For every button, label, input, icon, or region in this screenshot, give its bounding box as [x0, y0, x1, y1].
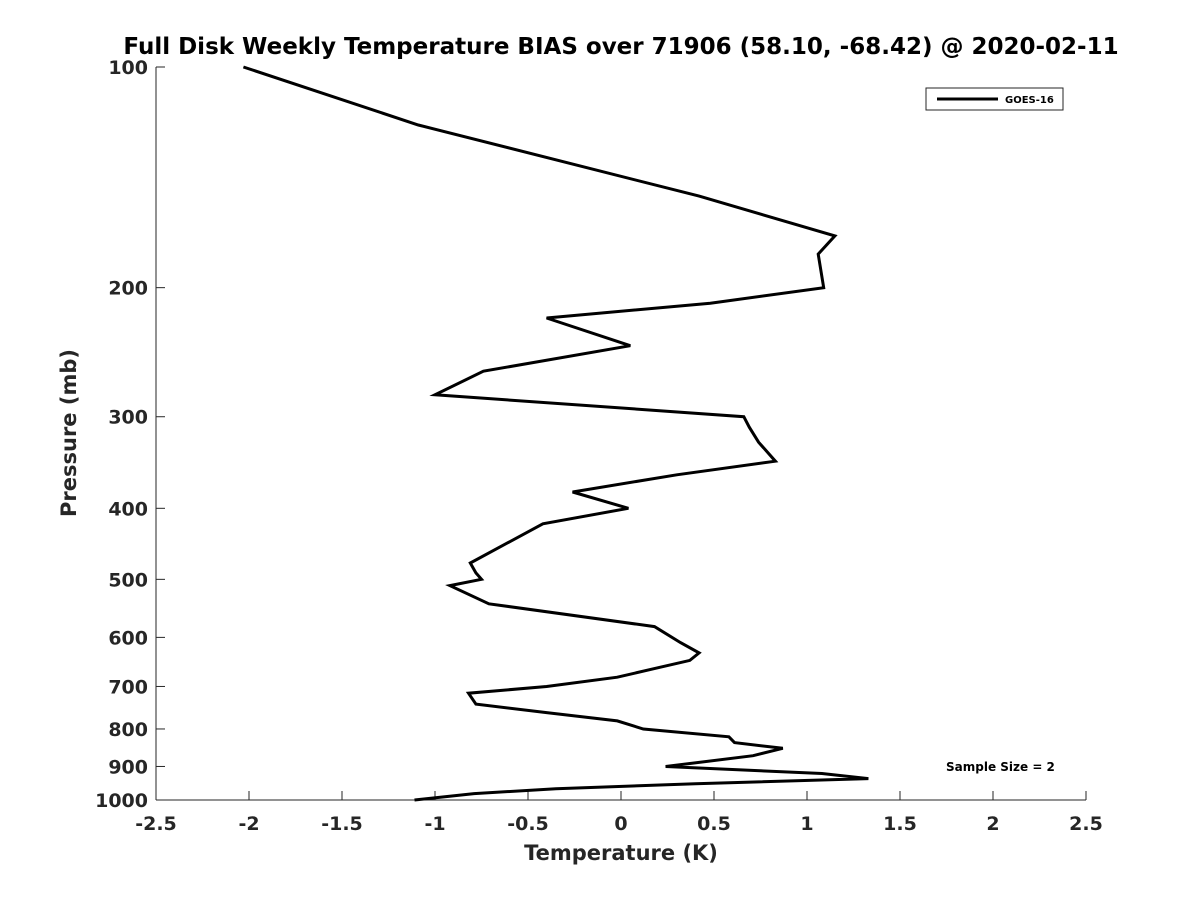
series-line-goes-16	[242, 65, 869, 802]
x-tick-label: 1	[800, 813, 813, 835]
x-tick-label: 2.5	[1069, 813, 1103, 835]
y-tick-label: 700	[108, 676, 148, 698]
x-tick-label: 0.5	[697, 813, 731, 835]
y-tick-label: 500	[108, 569, 148, 591]
x-axis-label: Temperature (K)	[524, 841, 718, 865]
x-tick-label: -1.5	[321, 813, 363, 835]
sample-size-annotation: Sample Size = 2	[946, 760, 1055, 774]
y-tick-label: 200	[108, 278, 148, 300]
y-tick-label: 600	[108, 627, 148, 649]
y-tick-label: 100	[108, 57, 148, 79]
y-tick-label: 800	[108, 719, 148, 741]
x-tick-label: -0.5	[507, 813, 549, 835]
y-axis-label: Pressure (mb)	[57, 349, 81, 517]
legend: GOES-16	[925, 87, 1064, 111]
y-tick-label: 900	[108, 756, 148, 778]
x-tick-label: 1.5	[883, 813, 917, 835]
y-tick-label: 300	[108, 407, 148, 429]
y-tick-label: 1000	[95, 790, 148, 812]
x-tick-label: -1	[424, 813, 445, 835]
series-layer	[242, 65, 869, 802]
chart-title: Full Disk Weekly Temperature BIAS over 7…	[123, 34, 1118, 60]
y-ticks: 100 200 300 400 500 600 700 800 900 1000	[95, 57, 165, 812]
x-ticks: -2.5 -2 -1.5 -1 -0.5 0 0.5 1 1.5 2 2.5	[135, 791, 1103, 835]
x-tick-label: 2	[986, 813, 999, 835]
x-tick-label: 0	[614, 813, 627, 835]
legend-label-goes-16: GOES-16	[1005, 95, 1054, 106]
x-tick-label: -2.5	[135, 813, 177, 835]
y-tick-label: 400	[108, 498, 148, 520]
x-tick-label: -2	[238, 813, 259, 835]
